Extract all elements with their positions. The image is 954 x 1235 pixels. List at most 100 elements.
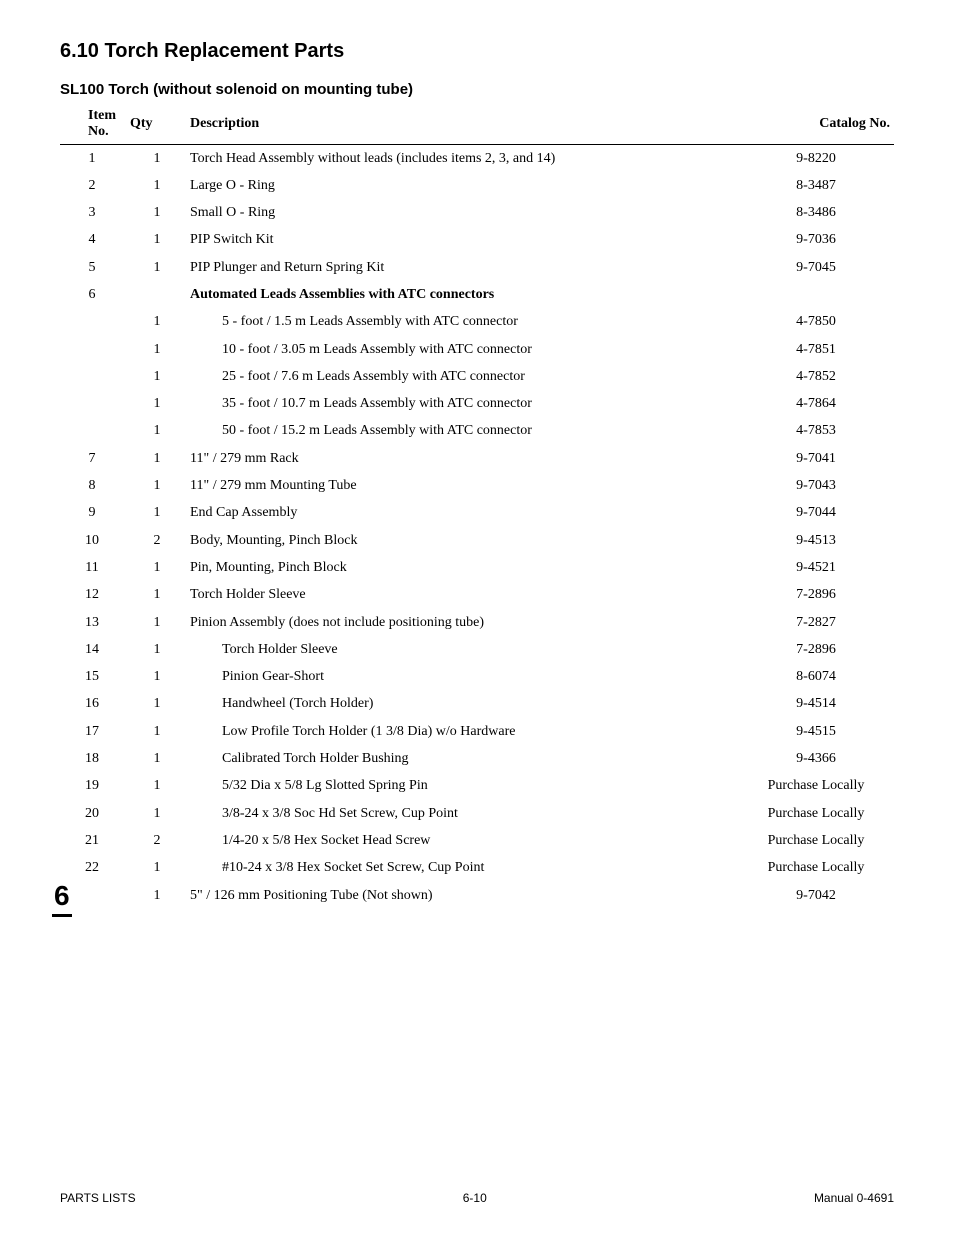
cell-qty: 1 [130,636,190,663]
parts-table: Item No. Qty Description Catalog No. 11T… [60,104,894,909]
table-row: 121Torch Holder Sleeve7-2896 [60,582,894,609]
cell-desc: Pin, Mounting, Pinch Block [190,554,744,581]
cell-item: 2 [60,172,130,199]
footer-center: 6-10 [463,1191,487,1205]
cell-item: 7 [60,445,130,472]
header-item: Item No. [60,104,130,145]
cell-item [60,418,130,445]
table-row: 125 - foot / 7.6 m Leads Assembly with A… [60,363,894,390]
cell-desc: End Cap Assembly [190,500,744,527]
cell-item: 9 [60,500,130,527]
cell-catalog: 4-7851 [744,336,894,363]
cell-desc: #10-24 x 3/8 Hex Socket Set Screw, Cup P… [190,855,744,882]
cell-qty: 1 [130,418,190,445]
header-desc: Description [190,104,744,145]
cell-item: 17 [60,718,130,745]
cell-qty: 1 [130,336,190,363]
cell-item: 5 [60,254,130,281]
cell-desc: Pinion Assembly (does not include positi… [190,609,744,636]
cell-catalog: 8-6074 [744,664,894,691]
table-row: 2121/4-20 x 5/8 Hex Socket Head ScrewPur… [60,827,894,854]
cell-item: 16 [60,691,130,718]
header-qty: Qty [130,104,190,145]
cell-desc: Pinion Gear-Short [190,664,744,691]
cell-desc: 11" / 279 mm Mounting Tube [190,473,744,500]
cell-catalog: 4-7853 [744,418,894,445]
cell-catalog: 9-4515 [744,718,894,745]
cell-desc: Automated Leads Assemblies with ATC conn… [190,281,744,308]
cell-qty: 1 [130,718,190,745]
section-title-text: Torch Replacement Parts [105,40,345,62]
cell-qty: 1 [130,882,190,909]
cell-desc: 50 - foot / 15.2 m Leads Assembly with A… [190,418,744,445]
cell-catalog: 9-4514 [744,691,894,718]
cell-desc: Torch Holder Sleeve [190,636,744,663]
cell-item: 10 [60,527,130,554]
cell-catalog: 4-7850 [744,309,894,336]
table-row: 41PIP Switch Kit9-7036 [60,227,894,254]
cell-qty: 1 [130,554,190,581]
cell-catalog: 9-7042 [744,882,894,909]
cell-qty: 1 [130,609,190,636]
cell-desc: 25 - foot / 7.6 m Leads Assembly with AT… [190,363,744,390]
cell-qty: 1 [130,473,190,500]
table-row: 131Pinion Assembly (does not include pos… [60,609,894,636]
table-row: 111Pin, Mounting, Pinch Block9-4521 [60,554,894,581]
cell-qty: 1 [130,500,190,527]
table-row: 2013/8-24 x 3/8 Soc Hd Set Screw, Cup Po… [60,800,894,827]
cell-desc: Low Profile Torch Holder (1 3/8 Dia) w/o… [190,718,744,745]
cell-qty: 1 [130,391,190,418]
cell-desc: Torch Head Assembly without leads (inclu… [190,145,744,173]
cell-catalog: 7-2827 [744,609,894,636]
cell-catalog: 9-4521 [744,554,894,581]
table-row: 11Torch Head Assembly without leads (inc… [60,145,894,173]
cell-item: 20 [60,800,130,827]
table-row: 161Handwheel (Torch Holder)9-4514 [60,691,894,718]
section-number: 6.10 [60,40,99,62]
cell-qty: 1 [130,363,190,390]
cell-item: 15 [60,664,130,691]
cell-desc: 11" / 279 mm Rack [190,445,744,472]
cell-item: 11 [60,554,130,581]
table-header-row: Item No. Qty Description Catalog No. [60,104,894,145]
cell-qty [130,281,190,308]
cell-catalog: 7-2896 [744,582,894,609]
table-row: 181Calibrated Torch Holder Bushing9-4366 [60,746,894,773]
cell-qty: 2 [130,827,190,854]
table-row: 21Large O - Ring8-3487 [60,172,894,199]
cell-item [60,391,130,418]
cell-qty: 1 [130,746,190,773]
cell-catalog: Purchase Locally [744,773,894,800]
cell-qty: 1 [130,172,190,199]
cell-catalog: 4-7864 [744,391,894,418]
cell-catalog: 9-7045 [744,254,894,281]
cell-desc: 1/4-20 x 5/8 Hex Socket Head Screw [190,827,744,854]
cell-desc: Calibrated Torch Holder Bushing [190,746,744,773]
table-row: 31Small O - Ring8-3486 [60,200,894,227]
cell-item: 13 [60,609,130,636]
cell-desc: Large O - Ring [190,172,744,199]
footer: PARTS LISTS 6-10 Manual 0-4691 [60,1191,894,1205]
table-row: 91End Cap Assembly9-7044 [60,500,894,527]
cell-catalog: 4-7852 [744,363,894,390]
cell-item: 19 [60,773,130,800]
cell-catalog: 9-4366 [744,746,894,773]
cell-catalog: 9-7044 [744,500,894,527]
cell-item [60,309,130,336]
cell-item: 6 [60,281,130,308]
cell-desc: Handwheel (Torch Holder) [190,691,744,718]
cell-qty: 1 [130,855,190,882]
cell-catalog: 9-7043 [744,473,894,500]
table-row: 221#10-24 x 3/8 Hex Socket Set Screw, Cu… [60,855,894,882]
cell-item [60,363,130,390]
table-row: 171Low Profile Torch Holder (1 3/8 Dia) … [60,718,894,745]
cell-desc: 5/32 Dia x 5/8 Lg Slotted Spring Pin [190,773,744,800]
cell-qty: 1 [130,582,190,609]
cell-item: 12 [60,582,130,609]
cell-desc: Small O - Ring [190,200,744,227]
cell-qty: 1 [130,145,190,173]
footer-left: PARTS LISTS [60,1191,136,1205]
cell-catalog: Purchase Locally [744,827,894,854]
cell-catalog: 9-4513 [744,527,894,554]
cell-catalog: 7-2896 [744,636,894,663]
